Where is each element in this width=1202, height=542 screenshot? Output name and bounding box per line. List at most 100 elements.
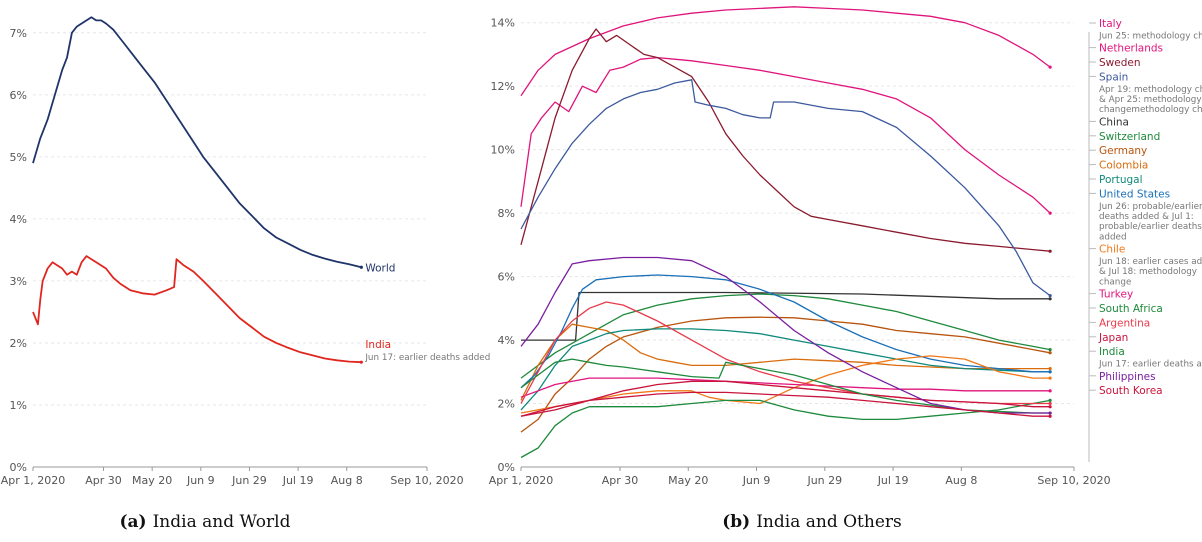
caption-a: (a) India and World — [119, 512, 290, 532]
series-line-turkey — [520, 377, 1051, 398]
legend-label-netherlands: Netherlands — [1099, 43, 1163, 55]
y-tick-label: 6% — [498, 271, 515, 284]
legend-label-italy: Italy — [1099, 18, 1122, 30]
legend-note-united-states: deaths added & Jul 1: — [1099, 212, 1194, 222]
y-tick-label: 10% — [491, 144, 515, 157]
x-tick-label: Sep 10, 2020 — [1037, 474, 1110, 487]
series-end-point — [359, 360, 363, 364]
chart-b: 0% 2% 4% 6% 8% 10% 12% 14% Apr 1, 2020 Apr 30 May … — [489, 6, 1202, 487]
series-line-netherlands — [520, 56, 1051, 214]
x-tick-label: Apr 1, 2020 — [489, 474, 554, 487]
y-tick-label: 5% — [10, 151, 27, 164]
caption-a-tag: (a) — [119, 512, 146, 532]
legend-label-china: China — [1099, 116, 1129, 128]
series-line-switzerland — [520, 293, 1051, 379]
series-line-spain — [520, 79, 1051, 297]
y-tick-label: 6% — [10, 89, 27, 102]
legend-label-india: India — [365, 339, 391, 351]
legend-note-spain: changemethodology change — [1099, 105, 1202, 115]
series-line-italy — [520, 6, 1051, 97]
x-tick-label: Jun 9 — [742, 474, 771, 487]
x-tick-label: Aug 8 — [945, 474, 977, 487]
series-line-china — [521, 291, 1051, 341]
y-tick-label: 3% — [10, 275, 27, 288]
series-end-point — [359, 265, 363, 269]
series-end-point — [1048, 351, 1052, 355]
legend-label-sweden: Sweden — [1099, 57, 1141, 69]
series-line-india — [520, 358, 1051, 414]
series-line-world — [32, 16, 362, 269]
x-tick-label: Apr 30 — [602, 474, 639, 487]
y-tick-label: 1% — [10, 399, 27, 412]
series-end-point — [1048, 65, 1052, 69]
x-tick-label: Sep 10, 2020 — [390, 474, 463, 487]
legend-note-india: Jun 17: earlier deaths added — [1098, 360, 1202, 370]
series-end-point — [1048, 401, 1052, 406]
legend-note-chile: & Jul 18: methodology — [1099, 267, 1197, 277]
legend-label-chile: Chile — [1099, 244, 1125, 256]
caption-a-text: India and World — [153, 512, 291, 532]
y-tick-label: 8% — [498, 207, 515, 220]
y-tick-label: 12% — [491, 80, 515, 93]
legend-note-united-states: probable/earlier deaths — [1099, 222, 1202, 232]
x-tick-label: May 20 — [132, 474, 172, 487]
legend-note-india: Jun 17: earlier deaths added — [364, 353, 490, 363]
legend-note-united-states: added — [1099, 232, 1127, 242]
series-end-point — [1048, 294, 1052, 298]
series-end-point — [1048, 398, 1052, 402]
legend-label-south-africa: South Africa — [1099, 303, 1163, 315]
chart-a: 0% 1% 2% 3% 4% 5% 6% 7% Apr 1, 2020 Apr 30 May 20 J… — [1, 16, 490, 487]
y-tick-label: 0% — [10, 461, 27, 474]
legend-label-india: India — [1099, 346, 1125, 358]
legend-label-colombia: Colombia — [1099, 160, 1148, 172]
legend-note-chile: Jun 18: earlier cases added — [1098, 257, 1202, 267]
y-tick-label: 4% — [498, 334, 515, 347]
legend-label-south-korea: South Korea — [1099, 385, 1163, 397]
caption-b: (b) India and Others — [722, 512, 902, 532]
y-tick-label: 7% — [10, 27, 27, 40]
caption-b-tag: (b) — [722, 512, 750, 532]
legend-label-japan: Japan — [1098, 332, 1128, 344]
x-tick-label: Aug 8 — [331, 474, 363, 487]
series-end-point — [1048, 367, 1052, 371]
x-tick-label: Jun 29 — [806, 474, 842, 487]
legend-label-united-states: United States — [1099, 188, 1170, 200]
y-tick-label: 0% — [498, 461, 515, 474]
series-line-germany — [520, 316, 1051, 433]
legend-label-argentina: Argentina — [1099, 317, 1150, 329]
y-tick-label: 2% — [498, 398, 515, 411]
legend-note-united-states: Jun 26: probable/earlier — [1098, 202, 1202, 212]
series-line-sweden — [520, 28, 1051, 252]
series-end-point — [1048, 376, 1052, 380]
series-line-india — [32, 255, 362, 364]
series-line-chile — [520, 355, 1051, 414]
legend-note-spain: Apr 19: methodology change — [1099, 85, 1202, 95]
legend-label-portugal: Portugal — [1099, 174, 1143, 186]
series-end-point — [1048, 211, 1052, 215]
legend-label-switzerland: Switzerland — [1099, 131, 1160, 143]
x-tick-label: Jul 19 — [877, 474, 909, 487]
x-tick-label: May 20 — [668, 474, 708, 487]
series-line-south-korea — [520, 391, 1051, 417]
series-line-united-states — [520, 274, 1051, 389]
legend-note-italy: Jun 25: methodology change — [1098, 31, 1202, 41]
x-tick-label: Jul 19 — [282, 474, 314, 487]
series-end-point — [1048, 411, 1052, 415]
series-end-point — [1048, 370, 1052, 374]
legend-label-philippines: Philippines — [1099, 371, 1156, 383]
legend-label-turkey: Turkey — [1098, 289, 1133, 301]
legend-note-spain: & Apr 25: methodology — [1099, 95, 1202, 105]
legend-label-world: World — [365, 262, 395, 274]
x-tick-label: Apr 1, 2020 — [1, 474, 66, 487]
legend-label-spain: Spain — [1099, 71, 1128, 83]
series-end-point — [1048, 347, 1052, 352]
series-end-point — [1048, 414, 1052, 418]
series-end-point — [1048, 249, 1052, 253]
series-end-point — [1048, 405, 1052, 409]
series-line-japan — [520, 380, 1051, 417]
x-tick-label: Jun 9 — [186, 474, 215, 487]
legend-note-chile: change — [1099, 277, 1131, 287]
series-line-portugal — [520, 328, 1051, 411]
